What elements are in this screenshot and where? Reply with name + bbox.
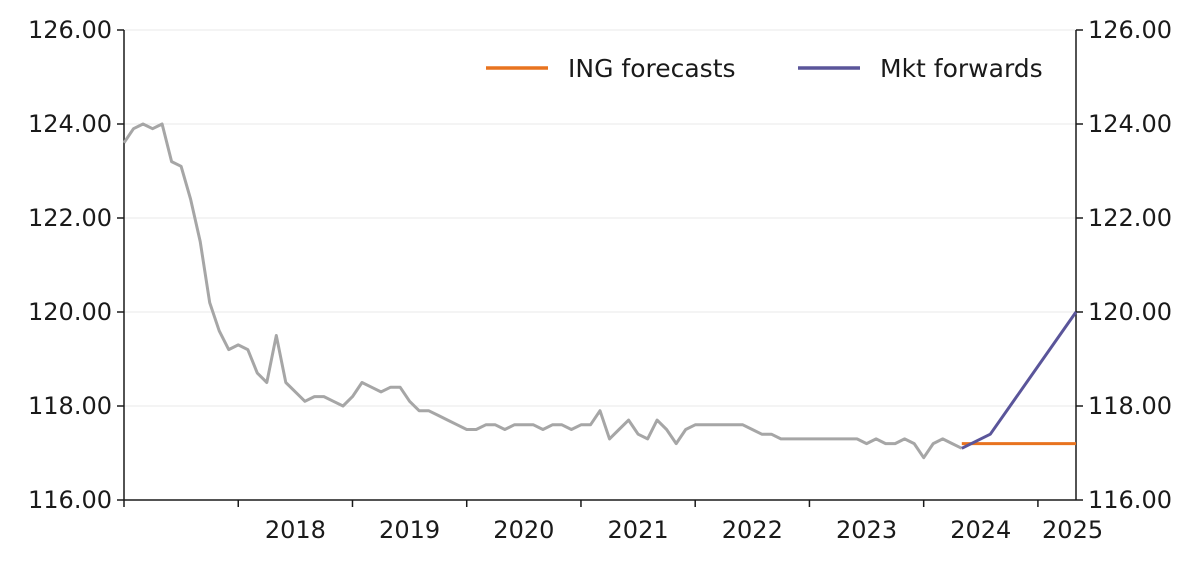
y-tick-label-left: 124.00	[28, 110, 112, 138]
y-tick-label-right: 126.00	[1088, 16, 1172, 44]
x-tick-label: 2018	[265, 516, 326, 544]
x-tick-label: 2021	[608, 516, 669, 544]
x-tick-label: 2022	[722, 516, 783, 544]
y-tick-label-right: 120.00	[1088, 298, 1172, 326]
y-tick-label-right: 116.00	[1088, 486, 1172, 514]
series-lines	[124, 124, 1076, 458]
y-tick-label-left: 116.00	[28, 486, 112, 514]
y-tick-label-left: 118.00	[28, 392, 112, 420]
x-tick-label: 2019	[379, 516, 440, 544]
legend-label: ING forecasts	[568, 54, 736, 83]
history-line	[124, 124, 962, 458]
x-tick-label: 2023	[836, 516, 897, 544]
x-tick-label: 2025	[1042, 516, 1103, 544]
legend: ING forecasts Mkt forwards	[486, 54, 1043, 83]
y-tick-label-right: 122.00	[1088, 204, 1172, 232]
legend-label: Mkt forwards	[880, 54, 1043, 83]
gridlines	[124, 30, 1076, 406]
x-tick-label: 2020	[493, 516, 554, 544]
y-tick-label-left: 122.00	[28, 204, 112, 232]
y-tick-label-right: 124.00	[1088, 110, 1172, 138]
y-tick-label-right: 118.00	[1088, 392, 1172, 420]
mkt-forwards-line	[962, 312, 1076, 448]
y-tick-label-left: 120.00	[28, 298, 112, 326]
axis-ticks: 116.00 116.00 118.00 118.00 120.00 120.00 122.…	[28, 16, 1172, 544]
x-tick-label: 2024	[950, 516, 1011, 544]
y-tick-label-left: 126.00	[28, 16, 112, 44]
